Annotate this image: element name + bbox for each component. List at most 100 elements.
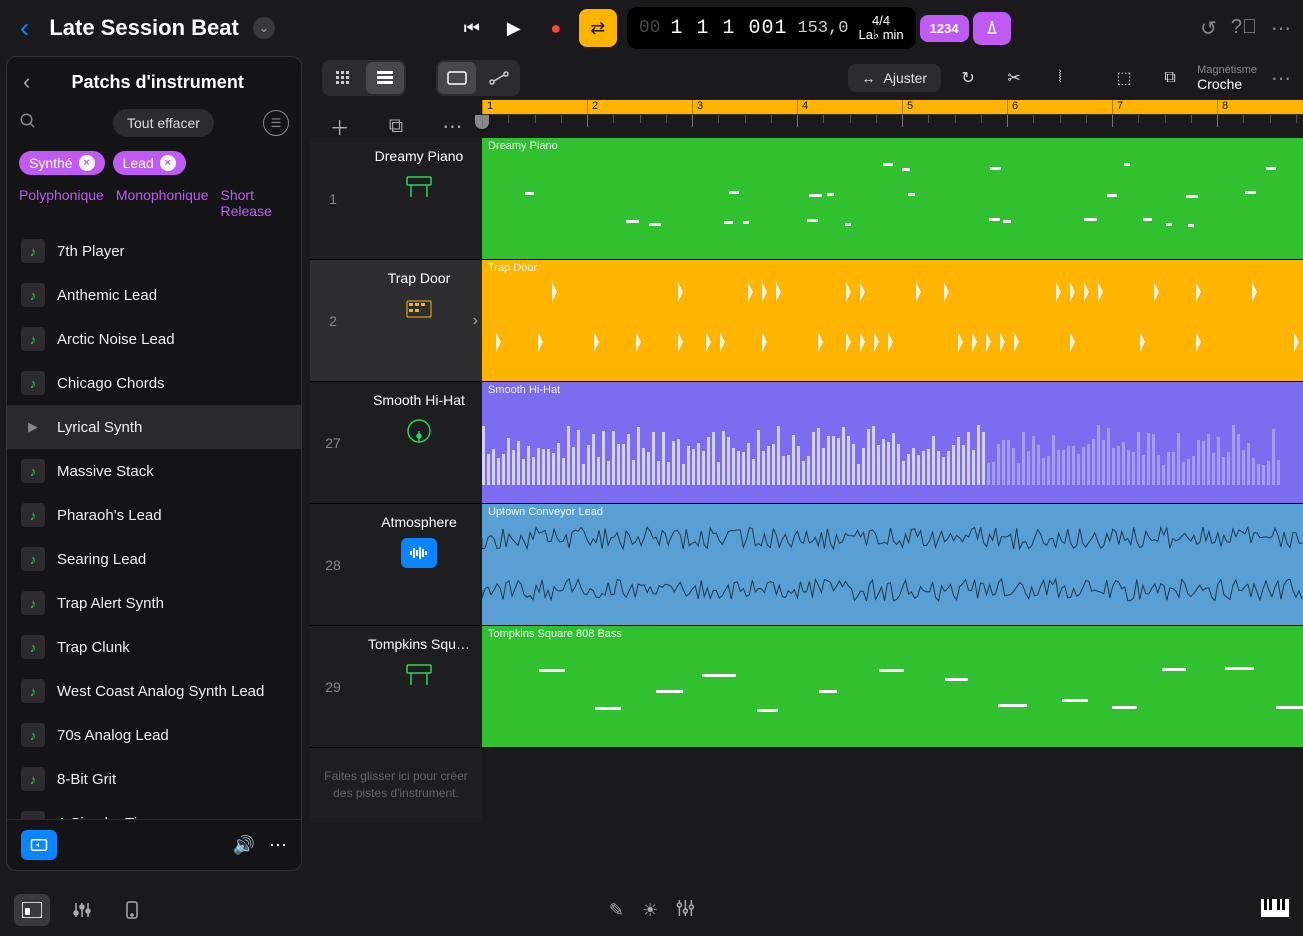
tracks-toolbar: ↔ Ajuster ↻ ✂ ⦚ ⬚ ⧉ Magnétisme Croche ⋯ bbox=[310, 56, 1303, 100]
region-label: Uptown Conveyor Lead bbox=[488, 506, 603, 518]
ruler-bar-label: 8 bbox=[1217, 100, 1228, 114]
patch-item[interactable]: ♪8-Bit Grit bbox=[7, 757, 301, 801]
sidebar-options-icon[interactable]: ☰ bbox=[263, 110, 289, 136]
back-button[interactable]: ‹ bbox=[12, 12, 37, 44]
record-button[interactable]: ● bbox=[537, 9, 575, 47]
grid-view-button[interactable] bbox=[324, 62, 362, 94]
track-header[interactable]: Smooth Hi-Hat bbox=[356, 382, 482, 503]
tag-remove-icon[interactable]: × bbox=[160, 155, 176, 171]
top-toolbar: ‹ Late Session Beat ⌄ ⏮ ▶ ● ⇄ 00 1 1 1 0… bbox=[0, 0, 1303, 56]
project-title[interactable]: Late Session Beat bbox=[49, 15, 239, 41]
track-row[interactable]: 1Dreamy PianoDreamy Piano bbox=[310, 138, 1303, 260]
region-view-button[interactable] bbox=[438, 62, 476, 94]
note-icon: ♪ bbox=[21, 239, 45, 263]
expand-track-icon[interactable]: › bbox=[473, 312, 478, 330]
patch-item[interactable]: ♪Pharaoh's Lead bbox=[7, 493, 301, 537]
scissors-icon[interactable]: ✂ bbox=[995, 62, 1033, 94]
copy-icon[interactable]: ⧉ bbox=[1151, 62, 1189, 94]
track-name: Smooth Hi-Hat bbox=[364, 392, 474, 408]
sidebar-more-icon[interactable]: ⋯ bbox=[269, 835, 287, 856]
remote-button[interactable] bbox=[114, 894, 150, 926]
note-icon: ♪ bbox=[21, 327, 45, 351]
patch-item[interactable]: ♪70s Analog Lead bbox=[7, 713, 301, 757]
tag-lead[interactable]: Lead× bbox=[113, 151, 186, 175]
track-name: Dreamy Piano bbox=[364, 148, 474, 164]
track-row[interactable]: 27Smooth Hi-HatSmooth Hi-Hat bbox=[310, 382, 1303, 504]
snap-value[interactable]: Croche bbox=[1197, 76, 1257, 92]
pencil-icon[interactable]: ✎ bbox=[609, 900, 624, 921]
track-instrument-icon bbox=[401, 416, 437, 446]
go-to-start-button[interactable]: ⏮ bbox=[453, 9, 491, 47]
patch-item[interactable]: ♪Anthemic Lead bbox=[7, 273, 301, 317]
note-icon: ♪ bbox=[21, 547, 45, 571]
region[interactable]: Smooth Hi-Hat bbox=[482, 382, 1303, 503]
sidebar-back-button[interactable]: ‹ bbox=[23, 69, 30, 95]
region[interactable]: Uptown Conveyor Lead bbox=[482, 504, 1303, 625]
patch-item[interactable]: ♪Arctic Noise Lead bbox=[7, 317, 301, 361]
track-area: 12345678 ＋ ⧉ ⋯ 1Dreamy PianoDreamy Piano… bbox=[310, 100, 1303, 876]
track-row[interactable]: 2Trap Door›Trap Door bbox=[310, 260, 1303, 382]
ruler-bar-label: 2 bbox=[587, 100, 598, 114]
track-stack-button[interactable]: ⧉ bbox=[389, 115, 403, 138]
clear-all-button[interactable]: Tout effacer bbox=[113, 109, 214, 137]
add-track-button[interactable]: ＋ bbox=[330, 112, 350, 141]
cycle-button[interactable]: ⇄ bbox=[579, 9, 617, 47]
filter-monophonique[interactable]: Monophonique bbox=[116, 187, 209, 219]
timeline-ruler: ＋ ⧉ ⋯ bbox=[310, 114, 1303, 138]
list-view-button[interactable] bbox=[366, 62, 404, 94]
marquee-icon[interactable]: ⬚ bbox=[1105, 62, 1143, 94]
library-button[interactable] bbox=[14, 894, 50, 926]
region[interactable]: Trap Door bbox=[482, 260, 1303, 381]
brightness-icon[interactable]: ☀ bbox=[642, 900, 658, 921]
metronome-button[interactable] bbox=[973, 12, 1011, 45]
volume-icon[interactable]: 🔊 bbox=[233, 835, 255, 856]
filter-polyphonique[interactable]: Polyphonique bbox=[19, 187, 104, 219]
track-row[interactable]: 29Tompkins Squ…Tompkins Square 808 Bass bbox=[310, 626, 1303, 748]
patch-item[interactable]: ♪Massive Stack bbox=[7, 449, 301, 493]
tick-ruler[interactable] bbox=[482, 114, 1303, 138]
track-header[interactable]: Tompkins Squ… bbox=[356, 626, 482, 747]
more-icon[interactable]: ⋯ bbox=[1271, 16, 1291, 41]
toolbar-more-icon[interactable]: ⋯ bbox=[1271, 66, 1291, 91]
region[interactable]: Tompkins Square 808 Bass bbox=[482, 626, 1303, 747]
loop-browser-button[interactable] bbox=[21, 830, 57, 860]
sliders-icon[interactable] bbox=[676, 900, 694, 921]
patch-item[interactable]: ▶Lyrical Synth bbox=[7, 405, 301, 449]
tag-remove-icon[interactable]: × bbox=[79, 155, 95, 171]
patch-item[interactable]: ♪Trap Clunk bbox=[7, 625, 301, 669]
track-header-more-icon[interactable]: ⋯ bbox=[442, 114, 462, 139]
undo-icon[interactable]: ↺ bbox=[1200, 16, 1217, 41]
patch-item[interactable]: ♪Chicago Chords bbox=[7, 361, 301, 405]
filter-short-release[interactable]: Short Release bbox=[221, 187, 290, 219]
note-icon: ♪ bbox=[21, 283, 45, 307]
tag-synthe[interactable]: Synthé× bbox=[19, 151, 105, 175]
patch-item[interactable]: ♪A Simpler Time bbox=[7, 801, 301, 819]
split-icon[interactable]: ⦚ bbox=[1041, 62, 1079, 94]
patch-item[interactable]: ♪7th Player bbox=[7, 229, 301, 273]
play-button[interactable]: ▶ bbox=[495, 9, 533, 47]
lcd-display[interactable]: 00 1 1 1 001 153,0 4/4 La♭ min bbox=[627, 7, 916, 49]
tracks-list: 1Dreamy PianoDreamy Piano2Trap Door›Trap… bbox=[310, 138, 1303, 876]
ruler-bar-label: 4 bbox=[797, 100, 808, 114]
search-icon[interactable] bbox=[19, 112, 37, 135]
track-header[interactable]: Dreamy Piano bbox=[356, 138, 482, 259]
patch-item[interactable]: ♪Searing Lead bbox=[7, 537, 301, 581]
project-menu-chevron[interactable]: ⌄ bbox=[253, 17, 275, 39]
patch-item[interactable]: ♪Trap Alert Synth bbox=[7, 581, 301, 625]
patch-list[interactable]: ♪7th Player♪Anthemic Lead♪Arctic Noise L… bbox=[7, 229, 301, 819]
region[interactable]: Dreamy Piano bbox=[482, 138, 1303, 259]
fit-button[interactable]: ↔ Ajuster bbox=[848, 64, 942, 92]
track-row[interactable]: 28AtmosphereUptown Conveyor Lead bbox=[310, 504, 1303, 626]
count-in-button[interactable]: 1234 bbox=[920, 15, 969, 42]
catch-playhead-button[interactable]: ↻ bbox=[949, 62, 987, 94]
keyboard-button[interactable] bbox=[1261, 897, 1289, 923]
mixer-button[interactable] bbox=[64, 894, 100, 926]
lcd-signature: 4/4 La♭ min bbox=[859, 14, 904, 43]
track-header[interactable]: Trap Door› bbox=[356, 260, 482, 381]
patch-item[interactable]: ♪West Coast Analog Synth Lead bbox=[7, 669, 301, 713]
help-icon[interactable]: ?⃝ bbox=[1231, 16, 1257, 41]
automation-view-button[interactable] bbox=[480, 62, 518, 94]
cycle-ruler[interactable]: 12345678 bbox=[482, 100, 1303, 114]
track-header[interactable]: Atmosphere bbox=[356, 504, 482, 625]
filter-tags: Synthé× Lead× bbox=[7, 143, 301, 183]
